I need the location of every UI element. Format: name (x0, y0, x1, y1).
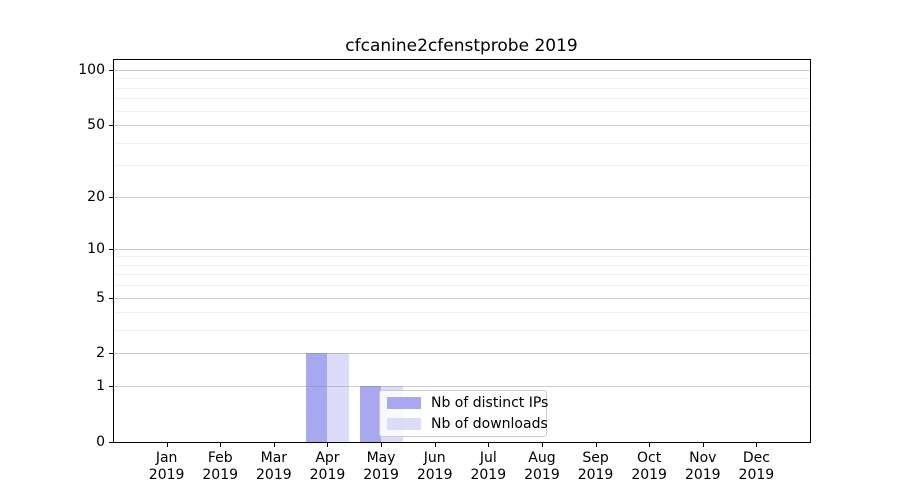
x-axis-tick-label: Apr 2019 (295, 450, 359, 484)
bar-nb-of-distinct-ips (305, 353, 328, 442)
x-axis-tick (649, 443, 651, 447)
y-axis-tick-label: 5 (96, 289, 105, 306)
y-axis-tick (109, 70, 113, 71)
y-axis-tick-label: 1 (96, 378, 105, 395)
legend-item-nb-of-downloads: Nb of downloads (387, 416, 548, 432)
year-label: 2019 (202, 467, 239, 483)
grid-line-minor (113, 285, 810, 287)
x-axis-tick-label: Jan 2019 (135, 450, 199, 484)
grid-line-minor (113, 330, 810, 332)
month-label: Nov (689, 450, 717, 466)
x-axis-tick (756, 443, 758, 447)
x-axis-tick-label: Mar 2019 (242, 450, 306, 484)
month-label: Sep (582, 450, 609, 466)
year-label: 2019 (631, 467, 667, 483)
y-axis-tick (109, 353, 113, 355)
x-axis-tick (488, 443, 490, 447)
x-axis-tick-label: May 2019 (349, 450, 413, 484)
y-axis-tick (109, 442, 113, 443)
year-label: 2019 (416, 467, 453, 483)
x-axis-tick-label: Nov 2019 (671, 450, 735, 484)
grid-line-minor (113, 110, 810, 112)
grid-line-minor (113, 264, 810, 266)
year-label: 2019 (577, 467, 614, 483)
month-label: Apr (315, 450, 340, 466)
x-axis-tick (434, 443, 436, 447)
y-axis-tick-label: 100 (78, 62, 105, 78)
x-axis-tick-label: Jul 2019 (456, 450, 520, 484)
grid-line-minor (113, 256, 810, 258)
y-axis-tick-label: 0 (96, 434, 105, 450)
grid-line-minor (113, 98, 810, 100)
month-label: Jul (479, 450, 497, 466)
grid-line-minor (113, 274, 810, 276)
month-label: Mar (260, 450, 288, 466)
year-label: 2019 (256, 467, 292, 483)
y-axis-tick (109, 248, 113, 250)
x-axis-tick-label: Oct 2019 (617, 450, 681, 484)
x-axis-tick (220, 443, 222, 447)
x-axis-tick (595, 443, 597, 447)
legend-label-nb-of-distinct-ips: Nb of distinct IPs (431, 395, 549, 411)
x-axis-tick (166, 443, 168, 447)
year-label: 2019 (524, 467, 560, 483)
grid-line-major (113, 386, 810, 388)
year-label: 2019 (738, 467, 775, 483)
x-axis-tick (273, 443, 275, 447)
y-axis-tick (109, 125, 113, 127)
x-axis-tick-label: Aug 2019 (510, 450, 574, 484)
grid-line-minor (113, 87, 810, 89)
x-axis-tick-label: Feb 2019 (188, 450, 252, 484)
x-axis-tick (381, 443, 383, 447)
grid-line-major (113, 125, 810, 127)
month-label: Feb (207, 450, 233, 466)
plot-border (113, 59, 811, 443)
year-label: 2019 (363, 467, 399, 483)
grid-line-major (113, 353, 810, 355)
y-axis-tick (109, 196, 113, 198)
month-label: May (366, 450, 396, 466)
month-label: Jan (155, 450, 178, 466)
legend-label-nb-of-downloads: Nb of downloads (431, 416, 548, 432)
x-axis-tick (541, 443, 543, 447)
year-label: 2019 (309, 467, 346, 483)
month-label: Dec (742, 450, 770, 466)
legend-swatch-nb-of-downloads (387, 418, 421, 430)
grid-line-minor (113, 78, 810, 80)
year-label: 2019 (684, 467, 721, 483)
legend: Nb of distinct IPs Nb of downloads (379, 390, 548, 437)
grid-line-major (113, 196, 810, 198)
legend-swatch-nb-of-distinct-ips (387, 397, 421, 409)
bar-nb-of-distinct-ips (359, 386, 382, 442)
y-axis-tick-label: 20 (87, 188, 105, 205)
chart-title: cfcanine2cfenstprobe 2019 (345, 36, 578, 56)
bar-nb-of-downloads (327, 353, 349, 442)
grid-line-major (113, 248, 810, 250)
month-label: Aug (528, 450, 556, 466)
legend-item-nb-of-distinct-ips: Nb of distinct IPs (387, 395, 548, 411)
grid-line-major (113, 70, 810, 71)
x-axis-tick-label: Sep 2019 (564, 450, 628, 484)
y-axis-tick-label: 50 (87, 117, 105, 134)
x-axis-tick (702, 443, 704, 447)
y-axis-tick-label: 2 (96, 345, 105, 362)
y-axis-tick-label: 10 (87, 240, 105, 257)
month-label: Oct (637, 450, 662, 466)
y-axis-tick (109, 297, 113, 299)
year-label: 2019 (470, 467, 507, 483)
month-label: Jun (423, 450, 446, 466)
grid-line-minor (113, 142, 810, 144)
x-axis-tick-label: Jun 2019 (403, 450, 467, 484)
y-axis-tick (109, 386, 113, 388)
year-label: 2019 (148, 467, 185, 483)
x-axis-tick (327, 443, 329, 447)
grid-line-minor (113, 312, 810, 314)
grid-line-major (113, 297, 810, 299)
x-axis-tick-label: Dec 2019 (724, 450, 788, 484)
grid-line-minor (113, 165, 810, 167)
